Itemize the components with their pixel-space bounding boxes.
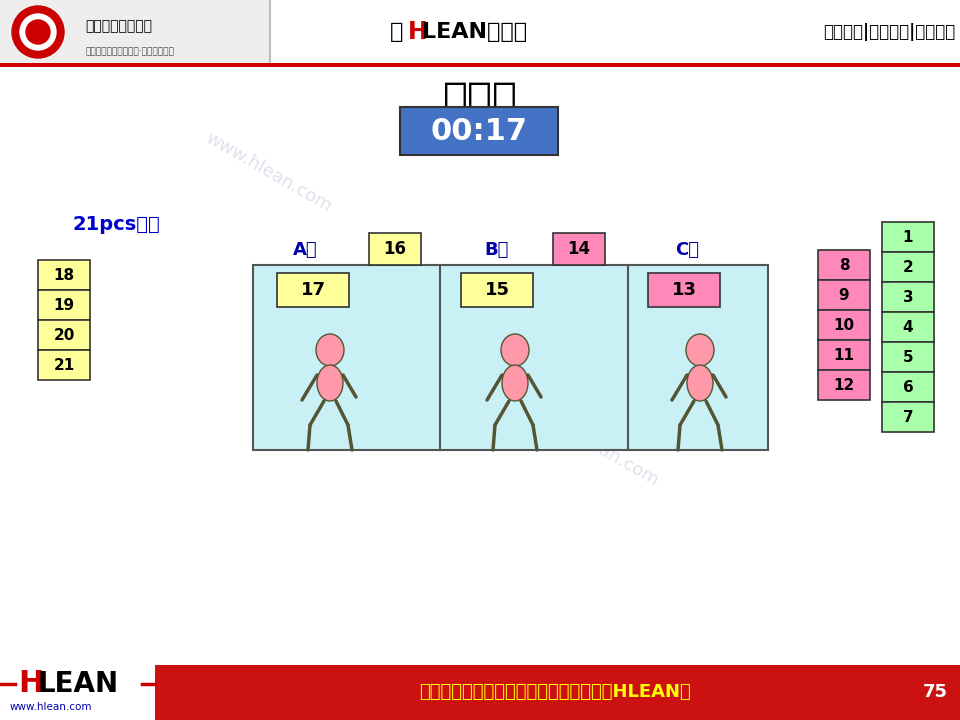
Bar xyxy=(882,282,934,312)
Text: 3: 3 xyxy=(902,289,913,305)
Bar xyxy=(818,280,870,310)
Bar xyxy=(0,0,270,65)
Text: LEAN学堂】: LEAN学堂】 xyxy=(422,22,527,42)
Bar xyxy=(38,320,90,350)
Text: 14: 14 xyxy=(567,240,590,258)
Bar xyxy=(818,310,870,340)
Text: 15: 15 xyxy=(485,281,510,299)
Text: H: H xyxy=(18,670,43,698)
Text: B站: B站 xyxy=(485,241,509,259)
Circle shape xyxy=(12,6,64,58)
Text: 【: 【 xyxy=(390,22,403,42)
Bar xyxy=(882,312,934,342)
Ellipse shape xyxy=(316,334,344,366)
Bar xyxy=(818,340,870,370)
Circle shape xyxy=(20,14,56,50)
Text: 21pcs产品: 21pcs产品 xyxy=(72,215,159,235)
Circle shape xyxy=(26,20,50,44)
Text: 12: 12 xyxy=(833,377,854,392)
Bar xyxy=(648,273,720,307)
Ellipse shape xyxy=(502,365,528,401)
Bar xyxy=(0,665,960,720)
Text: 21: 21 xyxy=(54,358,75,372)
Bar xyxy=(882,402,934,432)
Text: 16: 16 xyxy=(383,240,406,258)
Text: www.hlean.com: www.hlean.com xyxy=(529,403,661,490)
Text: H: H xyxy=(408,20,428,44)
Bar xyxy=(253,265,768,450)
Text: 2: 2 xyxy=(902,259,913,274)
Text: C站: C站 xyxy=(675,241,699,259)
Text: 5: 5 xyxy=(902,349,913,364)
Text: 17: 17 xyxy=(300,281,325,299)
Bar xyxy=(882,372,934,402)
Bar xyxy=(369,233,421,265)
Text: 4: 4 xyxy=(902,320,913,335)
Text: 做行业标杆，找精弘益；要幸福高效，用HLEAN！: 做行业标杆，找精弘益；要幸福高效，用HLEAN！ xyxy=(420,683,691,701)
Text: 75: 75 xyxy=(923,683,948,701)
Text: 精益生产促进中心: 精益生产促进中心 xyxy=(85,19,152,33)
Text: A站: A站 xyxy=(293,241,318,259)
Text: 单件流: 单件流 xyxy=(443,79,517,121)
Text: www.hlean.com: www.hlean.com xyxy=(10,702,92,712)
Text: 10: 10 xyxy=(833,318,854,333)
Bar xyxy=(400,107,558,155)
Bar xyxy=(882,222,934,252)
Text: www.hlean.com: www.hlean.com xyxy=(203,130,335,216)
Bar xyxy=(270,0,960,65)
Bar xyxy=(38,350,90,380)
Text: 19: 19 xyxy=(54,297,75,312)
Bar xyxy=(0,665,155,720)
Bar xyxy=(38,260,90,290)
Bar xyxy=(818,370,870,400)
Text: 13: 13 xyxy=(671,281,697,299)
Text: 11: 11 xyxy=(833,348,854,362)
Text: 20: 20 xyxy=(54,328,75,343)
Bar xyxy=(277,273,349,307)
Text: 中国先进精益管理体系·智能制造系统: 中国先进精益管理体系·智能制造系统 xyxy=(85,48,174,56)
Text: 1: 1 xyxy=(902,230,913,245)
Text: 精益生产|智能制造|管理前沿: 精益生产|智能制造|管理前沿 xyxy=(823,23,955,41)
Bar xyxy=(882,342,934,372)
Bar xyxy=(818,250,870,280)
Text: 6: 6 xyxy=(902,379,913,395)
Bar xyxy=(553,233,605,265)
Text: 00:17: 00:17 xyxy=(430,117,527,145)
Text: 7: 7 xyxy=(902,410,913,425)
Ellipse shape xyxy=(686,334,714,366)
Text: 18: 18 xyxy=(54,268,75,282)
Bar xyxy=(882,252,934,282)
Text: LEAN: LEAN xyxy=(38,670,119,698)
Ellipse shape xyxy=(501,334,529,366)
Bar xyxy=(461,273,533,307)
Ellipse shape xyxy=(317,365,343,401)
Text: www.hlean.com: www.hlean.com xyxy=(395,281,527,367)
Bar xyxy=(38,290,90,320)
Ellipse shape xyxy=(687,365,713,401)
Text: 8: 8 xyxy=(839,258,850,272)
Text: 9: 9 xyxy=(839,287,850,302)
Bar xyxy=(0,63,960,67)
